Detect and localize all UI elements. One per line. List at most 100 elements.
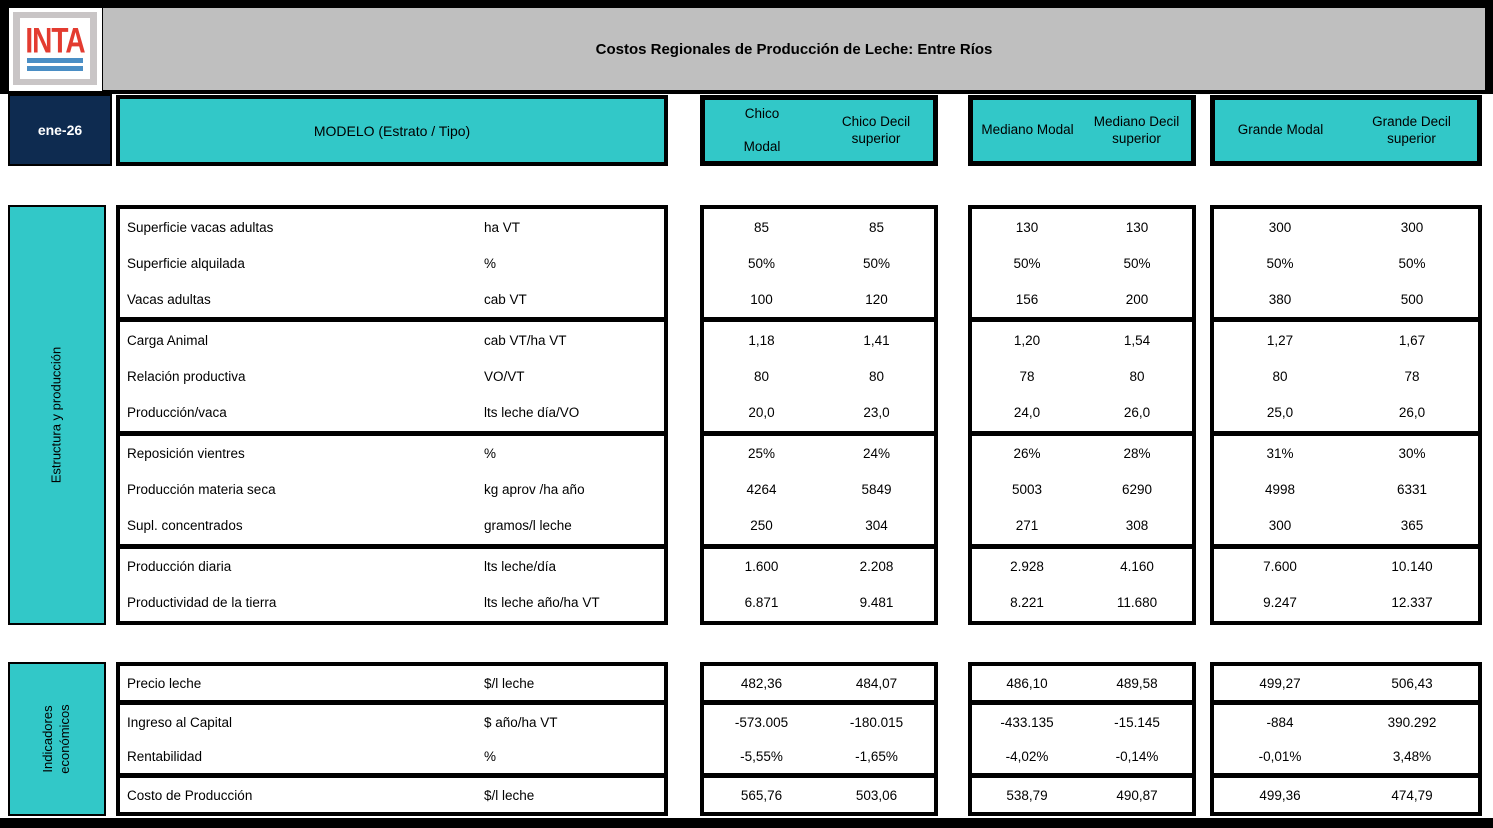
row-label: Carga Animal [127,332,209,348]
value-cell: -573.005 [734,714,789,730]
value-row: 271 308 [972,508,1192,544]
value-cell: 1,67 [1398,332,1426,348]
row-label: Precio leche [127,675,202,691]
row-label: Vacas adultas [127,291,211,307]
value-cell: 300 [1268,219,1292,235]
row-label: Superficie vacas adultas [127,219,274,235]
row-label: Producción materia seca [127,482,276,498]
row-unit: % [484,748,497,764]
value-block: 1,27 1,67 80 78 25,0 26,0 [1214,317,1478,430]
value-cell: 490,87 [1116,787,1158,803]
values-box: 300 300 50% 50% 380 500 1,27 1,67 80 78 25,0 26,0 31… [1210,205,1482,625]
row-block: Producción diaria lts leche/día Productivi… [120,543,664,621]
value-cell: 26,0 [1123,405,1151,420]
row-unit: lts leche día/VO [484,405,580,420]
value-cell: 4998 [1264,482,1296,498]
value-cell: 20,0 [748,405,775,420]
value-cell: 506,43 [1391,675,1433,691]
value-row: 50% 50% [704,245,934,281]
bottom-border-bar [0,818,1493,828]
value-cell: 24,0 [1013,405,1041,420]
inta-logo-bar [27,57,83,63]
value-row: 499,27 506,43 [1214,666,1478,700]
row-block: Superficie vacas adultas ha VT Superficie … [120,209,664,317]
value-cell: 9.247 [1263,595,1297,611]
value-cell: 130 [1125,219,1149,235]
value-row: -433.135 -15.145 [972,705,1192,739]
value-cell: 80 [1129,368,1145,384]
value-block: 499,36 474,79 [1214,773,1478,812]
value-cell: 200 [1125,291,1149,307]
value-cell: 28% [1123,446,1151,462]
value-row: 7.600 10.140 [1214,549,1478,585]
value-cell: 4.160 [1120,559,1154,575]
value-cell: 26,0 [1398,405,1426,420]
values-box: 486,10 489,58 -433.135 -15.145 -4,02% -0,14% 5… [968,662,1196,816]
section-label: Indicadores económicos [40,704,72,774]
value-cell: -433.135 [1000,714,1054,730]
value-cell: 500 [1400,291,1424,307]
value-cell: 308 [1125,518,1149,534]
value-cell: 380 [1268,291,1292,307]
row-label: Superficie alquilada [127,255,245,271]
value-row: 486,10 489,58 [972,666,1192,700]
value-cell: 80 [1272,368,1288,384]
value-cell: 4264 [746,482,777,498]
value-row: -0,01% 3,48% [1214,739,1478,773]
section-bar: Estructura y producción [8,205,106,625]
value-cell: 365 [1400,518,1424,534]
value-cell: 10.140 [1391,559,1433,575]
value-cell: 6.871 [744,595,779,611]
row-block: Ingreso al Capital $ año/ha VT Rentabilida… [120,700,664,773]
value-row: 538,79 490,87 [972,778,1192,812]
value-cell: 120 [865,291,888,307]
column-header-mediano-modal: Mediano Modal [981,122,1074,138]
value-row: 565,76 503,06 [704,778,934,812]
value-cell: 156 [1015,291,1039,307]
value-cell: 474,79 [1391,787,1433,803]
value-cell: 26% [1013,446,1041,462]
table-row: Ingreso al Capital $ año/ha VT [120,705,664,739]
value-row: 380 500 [1214,281,1478,317]
value-cell: 50% [1013,255,1041,271]
value-cell: 80 [753,368,770,384]
value-cell: 25% [747,446,776,462]
values-box: 85 85 50% 50% 100 120 1,18 1,41 80 80 20,0 23,0 25% 2… [700,205,938,625]
value-cell: 2.208 [859,559,894,575]
value-row: 6.871 9.481 [704,585,934,621]
column-header-grande-modal: Grande Modal [1237,122,1324,138]
value-block: 482,36 484,07 [704,666,934,700]
header-band: INTA Costos Regionales de Producción de … [0,0,1493,94]
value-row: 78 80 [972,358,1192,394]
table-row: Productividad de la tierra lts leche año/… [120,585,664,621]
row-block: Costo de Producción $/l leche [120,773,664,812]
table-row: Superficie vacas adultas ha VT [120,209,664,245]
table-row: Precio leche $/l leche [120,666,664,700]
inta-logo-text: INTA [25,20,85,60]
value-block: 499,27 506,43 [1214,666,1478,700]
row-unit: % [484,255,497,271]
value-cell: 11.680 [1116,595,1158,611]
value-cell: 489,58 [1116,675,1158,691]
table-row: Supl. concentrados gramos/l leche [120,508,664,544]
value-row: 20,0 23,0 [704,394,934,430]
value-cell: 300 [1400,219,1424,235]
row-labels-box: Superficie vacas adultas ha VT Superficie … [116,205,668,625]
page-title: Costos Regionales de Producción de Leche… [595,40,993,58]
value-row: 25% 24% [704,436,934,472]
row-label: Supl. concentrados [127,518,243,534]
value-block: 7.600 10.140 9.247 12.337 [1214,543,1478,621]
values-box: 130 130 50% 50% 156 200 1,20 1,54 78 80 24,0 26,0 26… [968,205,1196,625]
value-block: 538,79 490,87 [972,773,1192,812]
value-cell: 23,0 [863,405,890,420]
value-cell: 538,79 [1006,787,1048,803]
value-cell: 482,36 [740,675,783,691]
value-row: 5003 6290 [972,472,1192,508]
value-block: 85 85 50% 50% 100 120 [704,209,934,317]
inta-logo: INTA [9,8,102,91]
value-cell: 30% [1398,446,1426,462]
value-row: 130 130 [972,209,1192,245]
value-cell: 85 [868,219,885,235]
value-cell: 499,36 [1259,787,1301,803]
